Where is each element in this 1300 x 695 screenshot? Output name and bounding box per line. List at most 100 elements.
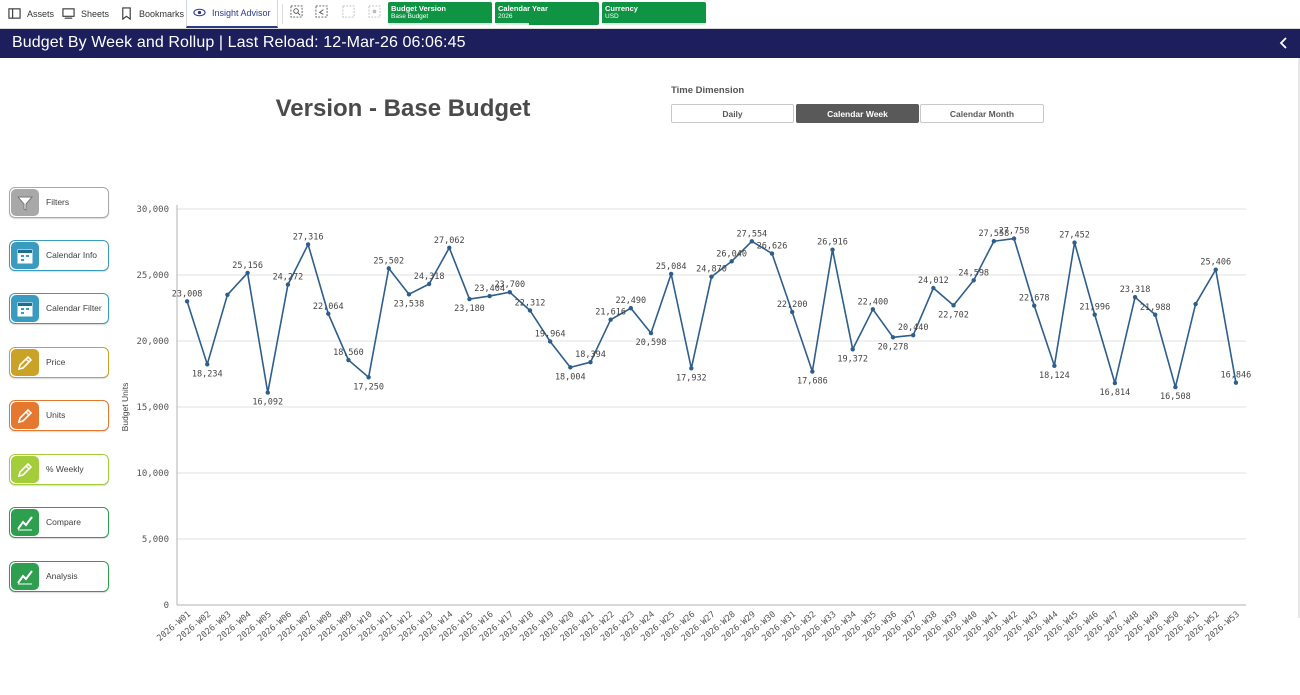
data-label: 27,558	[979, 229, 1010, 239]
assets-button[interactable]: Assets	[2, 3, 60, 25]
data-label: 26,626	[757, 242, 788, 252]
selection-pill-calendar-year[interactable]: Calendar Year 2026	[495, 2, 599, 25]
data-point	[547, 339, 553, 344]
data-label: 23,318	[1120, 285, 1151, 295]
data-label: 18,234	[192, 369, 223, 379]
selection-field: Budget Version	[391, 4, 447, 13]
selection-pill-currency[interactable]: Currency USD	[602, 2, 706, 25]
data-label: 23,404	[474, 284, 505, 294]
selection-value: 2026	[498, 13, 513, 20]
data-point	[870, 307, 876, 312]
data-point	[225, 292, 230, 297]
data-label: 18,004	[555, 372, 586, 382]
sidebar-button-label: Filters	[46, 197, 70, 207]
data-label: 24,272	[273, 273, 304, 283]
sidebar-button-price[interactable]: Price	[9, 347, 109, 378]
calendar-icon	[11, 295, 39, 322]
sidebar-button-label: Price	[46, 357, 66, 367]
y-tick-label: 0	[164, 601, 169, 611]
data-label: 18,394	[575, 350, 606, 360]
step-back-button[interactable]	[313, 5, 329, 22]
time-dimension-label: Time Dimension	[671, 85, 745, 96]
time-dimension-calendar-week-button[interactable]: Calendar Week	[796, 104, 919, 123]
sheets-label: Sheets	[81, 9, 110, 19]
bookmarks-label: Bookmarks	[139, 9, 185, 19]
y-axis-title: Budget Units	[120, 383, 130, 432]
data-label: 17,250	[353, 382, 384, 392]
sheet-scroll-edge	[1298, 58, 1300, 618]
data-point	[426, 281, 432, 287]
trend-icon	[11, 563, 39, 590]
data-label: 20,440	[898, 323, 929, 333]
sidebar-button-calendar-info[interactable]: Calendar Info	[9, 240, 109, 271]
bookmarks-button[interactable]: Bookmarks	[114, 3, 190, 25]
sidebar-button-label: % Weekly	[46, 464, 84, 474]
selection-bar	[388, 23, 492, 25]
sidebar-button-label: Calendar Filter	[46, 303, 102, 313]
sidebar-button-calendar-filter[interactable]: Calendar Filter	[9, 293, 109, 324]
selection-pill-budget-version[interactable]: Budget Version Base Budget	[388, 2, 492, 25]
step-forward-button[interactable]	[340, 5, 356, 22]
data-point	[305, 242, 311, 247]
data-label: 24,870	[696, 265, 727, 275]
data-point	[205, 362, 210, 367]
sidebar-button-weekly[interactable]: % Weekly	[9, 454, 109, 485]
sheets-button[interactable]: Sheets	[56, 3, 115, 25]
data-point	[608, 317, 613, 322]
time-dimension-calendar-month-button[interactable]: Calendar Month	[920, 104, 1044, 123]
data-point	[1072, 240, 1077, 245]
data-label: 16,092	[252, 398, 283, 408]
toolbar: Assets Sheets Bookmarks Insight Advisor …	[0, 0, 1300, 29]
budget-units-line-chart: 30,000 25,000 20,000 15,000 10,000 5,000 0 Budg…	[120, 205, 1251, 644]
chevron-left-icon[interactable]	[1278, 36, 1290, 50]
data-point	[1153, 312, 1158, 317]
data-label: 19,372	[837, 354, 868, 364]
data-point	[588, 359, 593, 365]
sidebar-button-units[interactable]: Units	[9, 400, 109, 431]
clear-selections-button[interactable]	[366, 5, 382, 22]
data-label: 17,932	[676, 373, 707, 383]
data-label: 23,700	[494, 280, 525, 290]
data-point	[1173, 384, 1178, 390]
data-point	[749, 239, 755, 244]
data-label: 22,702	[938, 310, 969, 320]
insight-advisor-icon	[193, 6, 206, 21]
data-label: 22,064	[313, 302, 344, 312]
data-label: 20,598	[636, 338, 667, 348]
selection-field: Currency	[605, 4, 638, 13]
data-label: 26,040	[716, 249, 747, 259]
pencil-icon	[11, 456, 39, 483]
data-label: 23,538	[394, 299, 425, 309]
data-label: 27,452	[1059, 231, 1090, 241]
insight-advisor-button[interactable]: Insight Advisor	[186, 0, 278, 28]
sidebar-button-filters[interactable]: Filters	[9, 187, 109, 218]
data-point	[810, 369, 815, 374]
data-label: 25,502	[373, 256, 404, 266]
data-label: 22,200	[777, 300, 808, 310]
trend-icon	[11, 509, 39, 536]
y-tick-label: 20,000	[136, 337, 169, 347]
data-point	[265, 390, 270, 395]
y-tick-label: 15,000	[136, 403, 169, 413]
sidebar-button-compare[interactable]: Compare	[9, 507, 109, 538]
data-label: 22,400	[857, 297, 888, 307]
data-point	[689, 366, 694, 371]
sidebar-button-analysis[interactable]: Analysis	[9, 561, 109, 592]
data-point	[406, 292, 412, 297]
time-dimension-daily-button[interactable]: Daily	[671, 104, 794, 123]
data-label: 18,560	[333, 348, 364, 358]
insight-advisor-label: Insight Advisor	[212, 8, 271, 18]
y-tick-label: 10,000	[136, 469, 169, 479]
selection-bar	[495, 23, 529, 25]
sidebar-button-label: Calendar Info	[46, 250, 98, 260]
data-point	[326, 311, 331, 316]
data-point	[386, 266, 391, 271]
smart-search-button[interactable]	[288, 5, 304, 23]
data-point	[951, 303, 956, 308]
data-point	[568, 365, 573, 370]
data-label: 25,156	[232, 261, 263, 271]
data-point	[467, 296, 472, 302]
smart-search-icon	[289, 5, 303, 23]
pencil-icon	[11, 402, 39, 429]
data-point	[346, 357, 351, 363]
